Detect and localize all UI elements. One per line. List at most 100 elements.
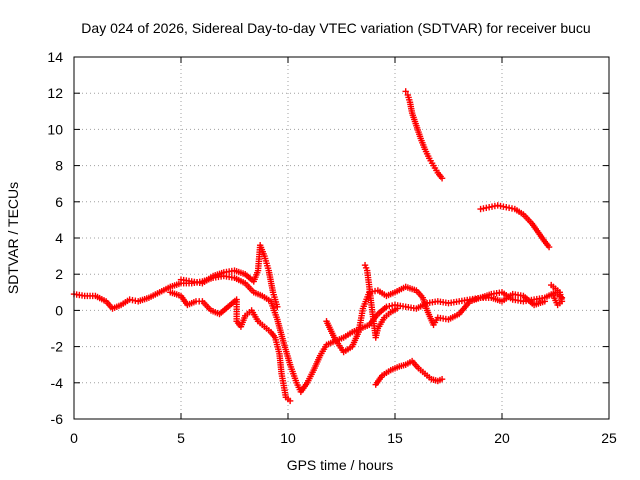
x-tick-label: 25 (601, 430, 617, 446)
data-point (477, 291, 493, 301)
data-point (135, 295, 150, 305)
data-point (503, 204, 516, 212)
data-point (520, 292, 536, 307)
data-point (438, 375, 446, 383)
data-point (265, 267, 276, 294)
data-point (488, 289, 503, 298)
data-point (393, 305, 401, 312)
data-point (109, 302, 123, 312)
data-point (117, 297, 131, 309)
y-tick-label: 2 (55, 266, 63, 282)
data-point (387, 364, 401, 374)
data-point (248, 307, 260, 323)
data-point (498, 292, 514, 305)
grid-lines (74, 57, 609, 419)
data-point (408, 109, 419, 127)
data-point (267, 328, 277, 339)
data-point (267, 298, 280, 321)
data-point (402, 88, 409, 95)
data-point (530, 294, 546, 303)
data-point (494, 202, 507, 210)
data-point (242, 309, 253, 320)
data-point (438, 175, 446, 182)
x-tick-label: 15 (387, 430, 403, 446)
data-point (477, 204, 490, 213)
y-tick-label: 0 (55, 302, 63, 318)
data-point (278, 370, 289, 399)
series-mid-branch-afternoon (323, 283, 548, 356)
data-point (261, 323, 272, 334)
data-point (445, 311, 461, 323)
data-point (485, 202, 499, 211)
x-tick-labels: 0 5 10 15 20 25 (70, 430, 617, 446)
data-point (381, 310, 392, 321)
series-spike-1330 (361, 261, 401, 341)
data-point (551, 294, 561, 309)
series-high-arc-1530-1700 (402, 88, 446, 182)
y-axis-title: SDTVAR / TECUs (5, 182, 21, 294)
y-tick-label: 10 (47, 121, 63, 137)
data-point (430, 162, 440, 174)
data-point (92, 292, 108, 304)
data-point (550, 292, 557, 300)
data-point (156, 284, 172, 296)
data-point (383, 302, 396, 310)
x-axis-title: GPS time / hours (287, 457, 394, 473)
data-point (261, 252, 272, 272)
data-point (419, 294, 430, 312)
data-point (231, 267, 247, 277)
data-point (355, 307, 366, 336)
data-point (363, 267, 373, 288)
series-lower-branch-morning (167, 289, 294, 405)
y-tick-label: -4 (51, 375, 64, 391)
data-point (316, 343, 329, 359)
data-point (259, 292, 272, 304)
data-point (535, 229, 547, 244)
data-point (488, 294, 504, 304)
data-point (372, 327, 381, 341)
data-point (530, 298, 546, 309)
data-point (286, 397, 294, 405)
y-tick-label: -6 (51, 411, 64, 427)
data-point (242, 280, 256, 294)
data-point (184, 299, 198, 309)
data-point (274, 303, 281, 310)
data-point (216, 305, 230, 318)
chart-title: Day 024 of 2026, Sidereal Day-to-day VTE… (81, 20, 590, 36)
y-tick-labels: -6 -4 -2 0 2 4 6 8 10 12 14 (47, 49, 63, 427)
y-tick-label: 4 (55, 230, 63, 246)
series-main-track (70, 272, 566, 396)
data-point (430, 316, 440, 329)
data-point (368, 301, 377, 323)
data-point (428, 375, 439, 384)
data-point (177, 292, 190, 307)
y-tick-label: 6 (55, 194, 63, 210)
y-tick-label: 8 (55, 158, 63, 174)
data-point (545, 243, 553, 251)
data-point (199, 274, 215, 287)
data-point (274, 316, 287, 345)
data-point (361, 261, 370, 272)
data-point (256, 242, 267, 258)
data-point (406, 99, 415, 115)
data-point (207, 307, 221, 317)
data-point (387, 306, 399, 316)
data-point (304, 369, 316, 386)
data-point (456, 299, 472, 318)
data-point (323, 318, 338, 341)
data-point (374, 287, 388, 298)
data-point (167, 280, 183, 291)
data-point (541, 238, 551, 249)
data-point (511, 205, 525, 217)
data-point (167, 289, 183, 299)
x-tick-label: 10 (280, 430, 296, 446)
data-point (209, 269, 225, 280)
data-point (271, 334, 283, 355)
data-point (231, 274, 247, 286)
x-tick-label: 20 (494, 430, 510, 446)
data-point (372, 374, 385, 388)
x-tick-label: 0 (70, 430, 78, 446)
series-arc-1900-2200 (477, 202, 553, 251)
y-tick-label: 14 (47, 49, 63, 65)
